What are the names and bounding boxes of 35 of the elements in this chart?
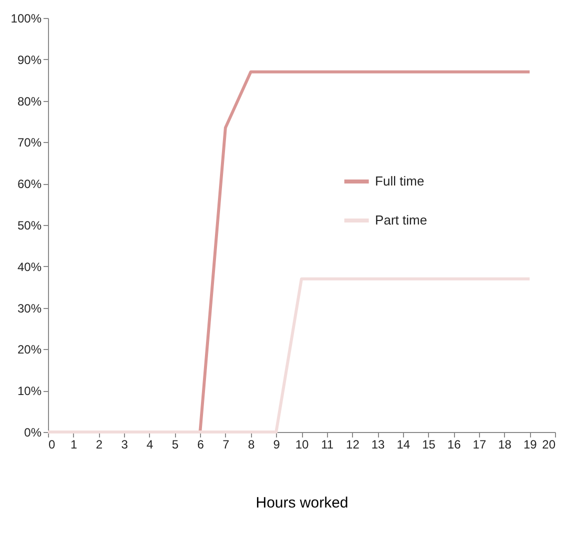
y-tick-label: 70% (17, 136, 42, 150)
y-tick-label: 40% (17, 260, 42, 274)
x-tick-label: 0 (48, 438, 56, 452)
y-tick-label: 50% (17, 218, 42, 232)
x-tick-label: 17 (472, 438, 486, 452)
x-tick-label: 14 (396, 438, 410, 452)
x-tick-label: 7 (222, 438, 230, 452)
x-tick-label: 2 (96, 438, 103, 452)
x-tick-label: 10 (295, 438, 309, 452)
legend-label: Full time (375, 174, 424, 189)
x-tick-label: 8 (248, 438, 255, 452)
x-axis-title: Hours worked (256, 494, 348, 512)
x-tick-label: 9 (273, 438, 280, 452)
x-tick-label: 6 (197, 438, 204, 452)
x-tick-label: 3 (121, 438, 128, 452)
x-tick-label: 1 (70, 438, 78, 452)
y-tick-label: 20% (17, 342, 42, 357)
x-tick-label: 11 (321, 438, 334, 452)
y-tick-label: 0% (24, 426, 42, 440)
y-tick-label: 90% (17, 52, 42, 67)
legend-label: Part time (375, 212, 428, 228)
x-tick-label: 12 (346, 438, 360, 452)
x-tick-label: 19 (523, 438, 538, 452)
x-tick-label: 16 (447, 438, 462, 452)
y-tick-label: 80% (17, 94, 42, 108)
x-tick-label: 13 (371, 438, 386, 452)
x-tick-label: 4 (146, 438, 154, 452)
x-tick-label: 5 (172, 438, 179, 452)
y-tick-label: 100% (10, 12, 42, 26)
y-tick-label: 30% (17, 301, 42, 316)
x-tick-label: 15 (422, 438, 436, 452)
y-tick-label: 60% (17, 177, 42, 192)
x-tick-label: 20 (542, 438, 556, 452)
y-tick-label: 10% (17, 384, 42, 398)
x-tick-label: 18 (498, 438, 512, 452)
